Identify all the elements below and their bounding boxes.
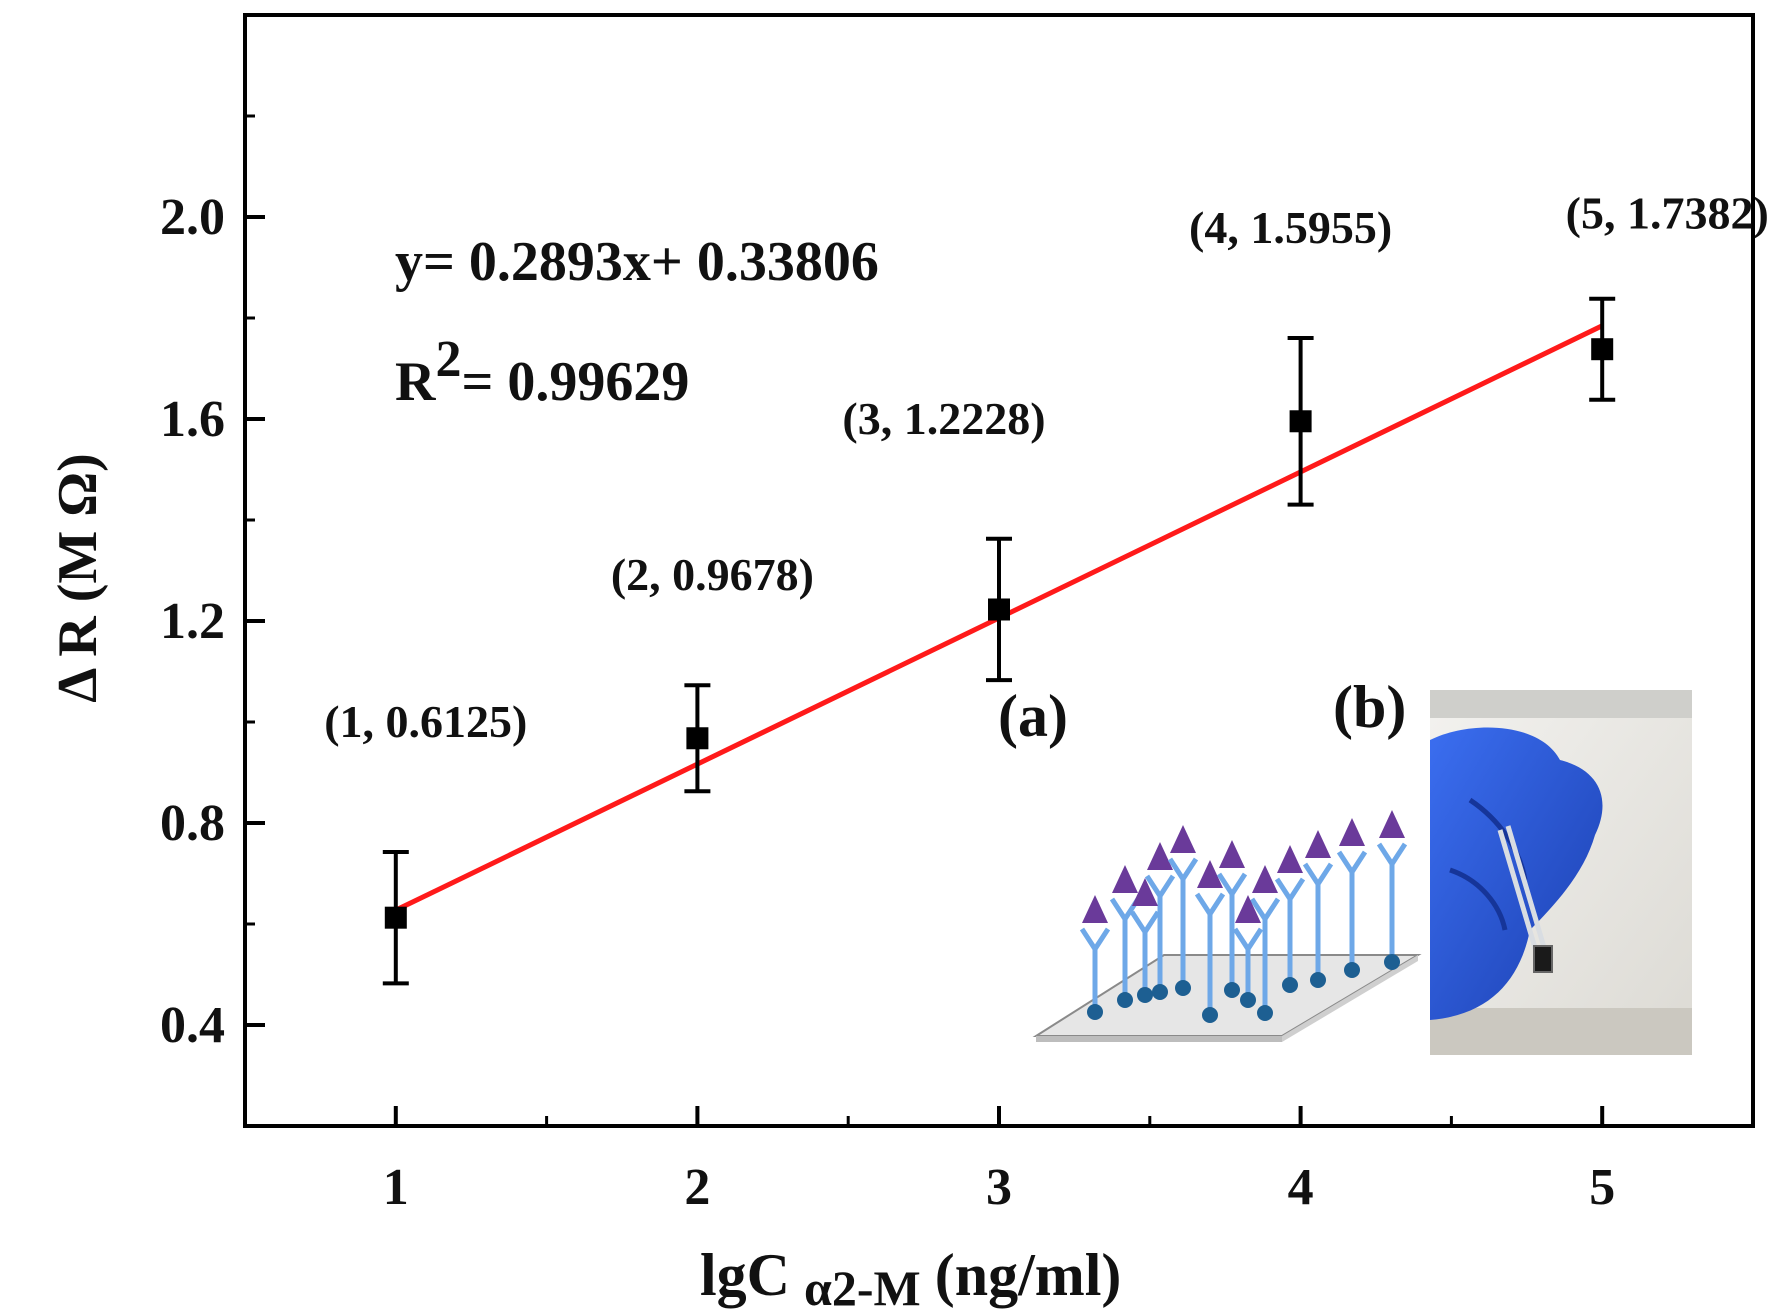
antibody-arms [1232,927,1264,954]
y-tick-label: 1.2 [160,593,225,650]
data-label: (1, 0.6125) [324,696,527,747]
data-label: (2, 0.9678) [611,549,814,600]
panel-label-b: (b) [1333,674,1406,740]
data-label: (4, 1.5955) [1189,202,1392,253]
data-point [1289,410,1312,433]
anchor-dot [1310,972,1326,988]
antigen-triangle [1235,895,1261,923]
anchor-dot [1137,987,1153,1003]
antigen-triangle [1112,865,1138,893]
antigen-triangle [1305,830,1331,858]
antigen-triangle [1339,818,1365,846]
anchor-dot [1202,1007,1218,1023]
x-axis-title: lgC α2-M (ng/ml) [700,1242,1121,1314]
data-label: (3, 1.2228) [842,393,1045,444]
r-squared: R2= 0.99629 [395,331,689,413]
antibody [1167,825,1199,996]
sensor-photo [1430,690,1692,1055]
panel-label-a: (a) [998,683,1068,749]
antigen-triangle [1170,825,1196,853]
antigen-triangle [1277,845,1303,873]
anchor-dot [1257,1005,1273,1021]
axes: 1 2 3 4 5 0.4 0.8 1.2 1.6 2.0 [160,114,1615,1216]
antibody [1302,830,1334,988]
antibody [1274,845,1306,993]
anchor-dot [1224,982,1240,998]
x-tick-label: 5 [1589,1159,1615,1216]
antibody-arms [1129,910,1161,937]
antigen-triangle [1082,895,1108,923]
antigen-triangle [1197,860,1223,888]
tweezers [1497,825,1549,959]
data-points: (1, 0.6125) (2, 0.9678) (3, 1.2228) (4, 1.5… [324,188,1769,986]
data-point [686,727,709,750]
antibody-arms [1194,892,1226,919]
anchor-dot [1282,977,1298,993]
anchor-dot [1240,992,1256,1008]
antibody-arms [1167,857,1199,884]
data-point [1591,338,1614,361]
antibody-arms [1376,842,1408,869]
x-tick-label: 3 [986,1159,1012,1216]
x-tick-label: 1 [383,1159,409,1216]
anchor-dot [1175,980,1191,996]
anchor-dot [1087,1004,1103,1020]
antibody [1336,818,1368,978]
antibody [1194,860,1226,1023]
antibody [1249,865,1281,1021]
data-point [988,598,1010,621]
data-label: (5, 1.7382) [1566,188,1769,239]
antibody [1376,810,1408,970]
antibody-group [1079,810,1408,1023]
antibody-surface-illustration [1032,810,1422,1042]
antibody-arms [1079,927,1111,954]
x-tick-label: 4 [1288,1159,1314,1216]
antigen-triangle [1252,865,1278,893]
antibody-arms [1336,850,1368,877]
sensor-chip [1533,945,1553,973]
x-tick-label: 2 [684,1159,710,1216]
antibody [1129,878,1161,1003]
antibody [1216,840,1248,998]
antibody [1079,895,1111,1020]
y-tick-label: 0.4 [160,997,225,1054]
antigen-triangle [1219,840,1245,868]
y-axis-title: Δ R (M Ω) [47,453,109,702]
antibody-arms [1249,897,1281,924]
antigen-triangle [1147,842,1173,870]
data-point [384,906,407,929]
anchor-dot [1384,954,1400,970]
anchor-dot [1117,992,1133,1008]
antigen-triangle [1379,810,1405,838]
anchor-dot [1152,984,1168,1000]
y-tick-label: 1.6 [160,391,225,448]
antibody-arms [1302,862,1334,889]
fit-equation: y= 0.2893x+ 0.33806 [395,231,879,293]
antibody [1232,895,1264,1008]
y-tick-label: 0.8 [160,795,225,852]
antibody-arms [1216,872,1248,899]
antibody [1144,842,1176,1000]
antigen-triangle [1132,878,1158,906]
anchor-dot [1344,962,1360,978]
antibody-arms [1144,874,1176,901]
y-tick-label: 2.0 [160,189,225,246]
antibody-arms [1274,877,1306,904]
